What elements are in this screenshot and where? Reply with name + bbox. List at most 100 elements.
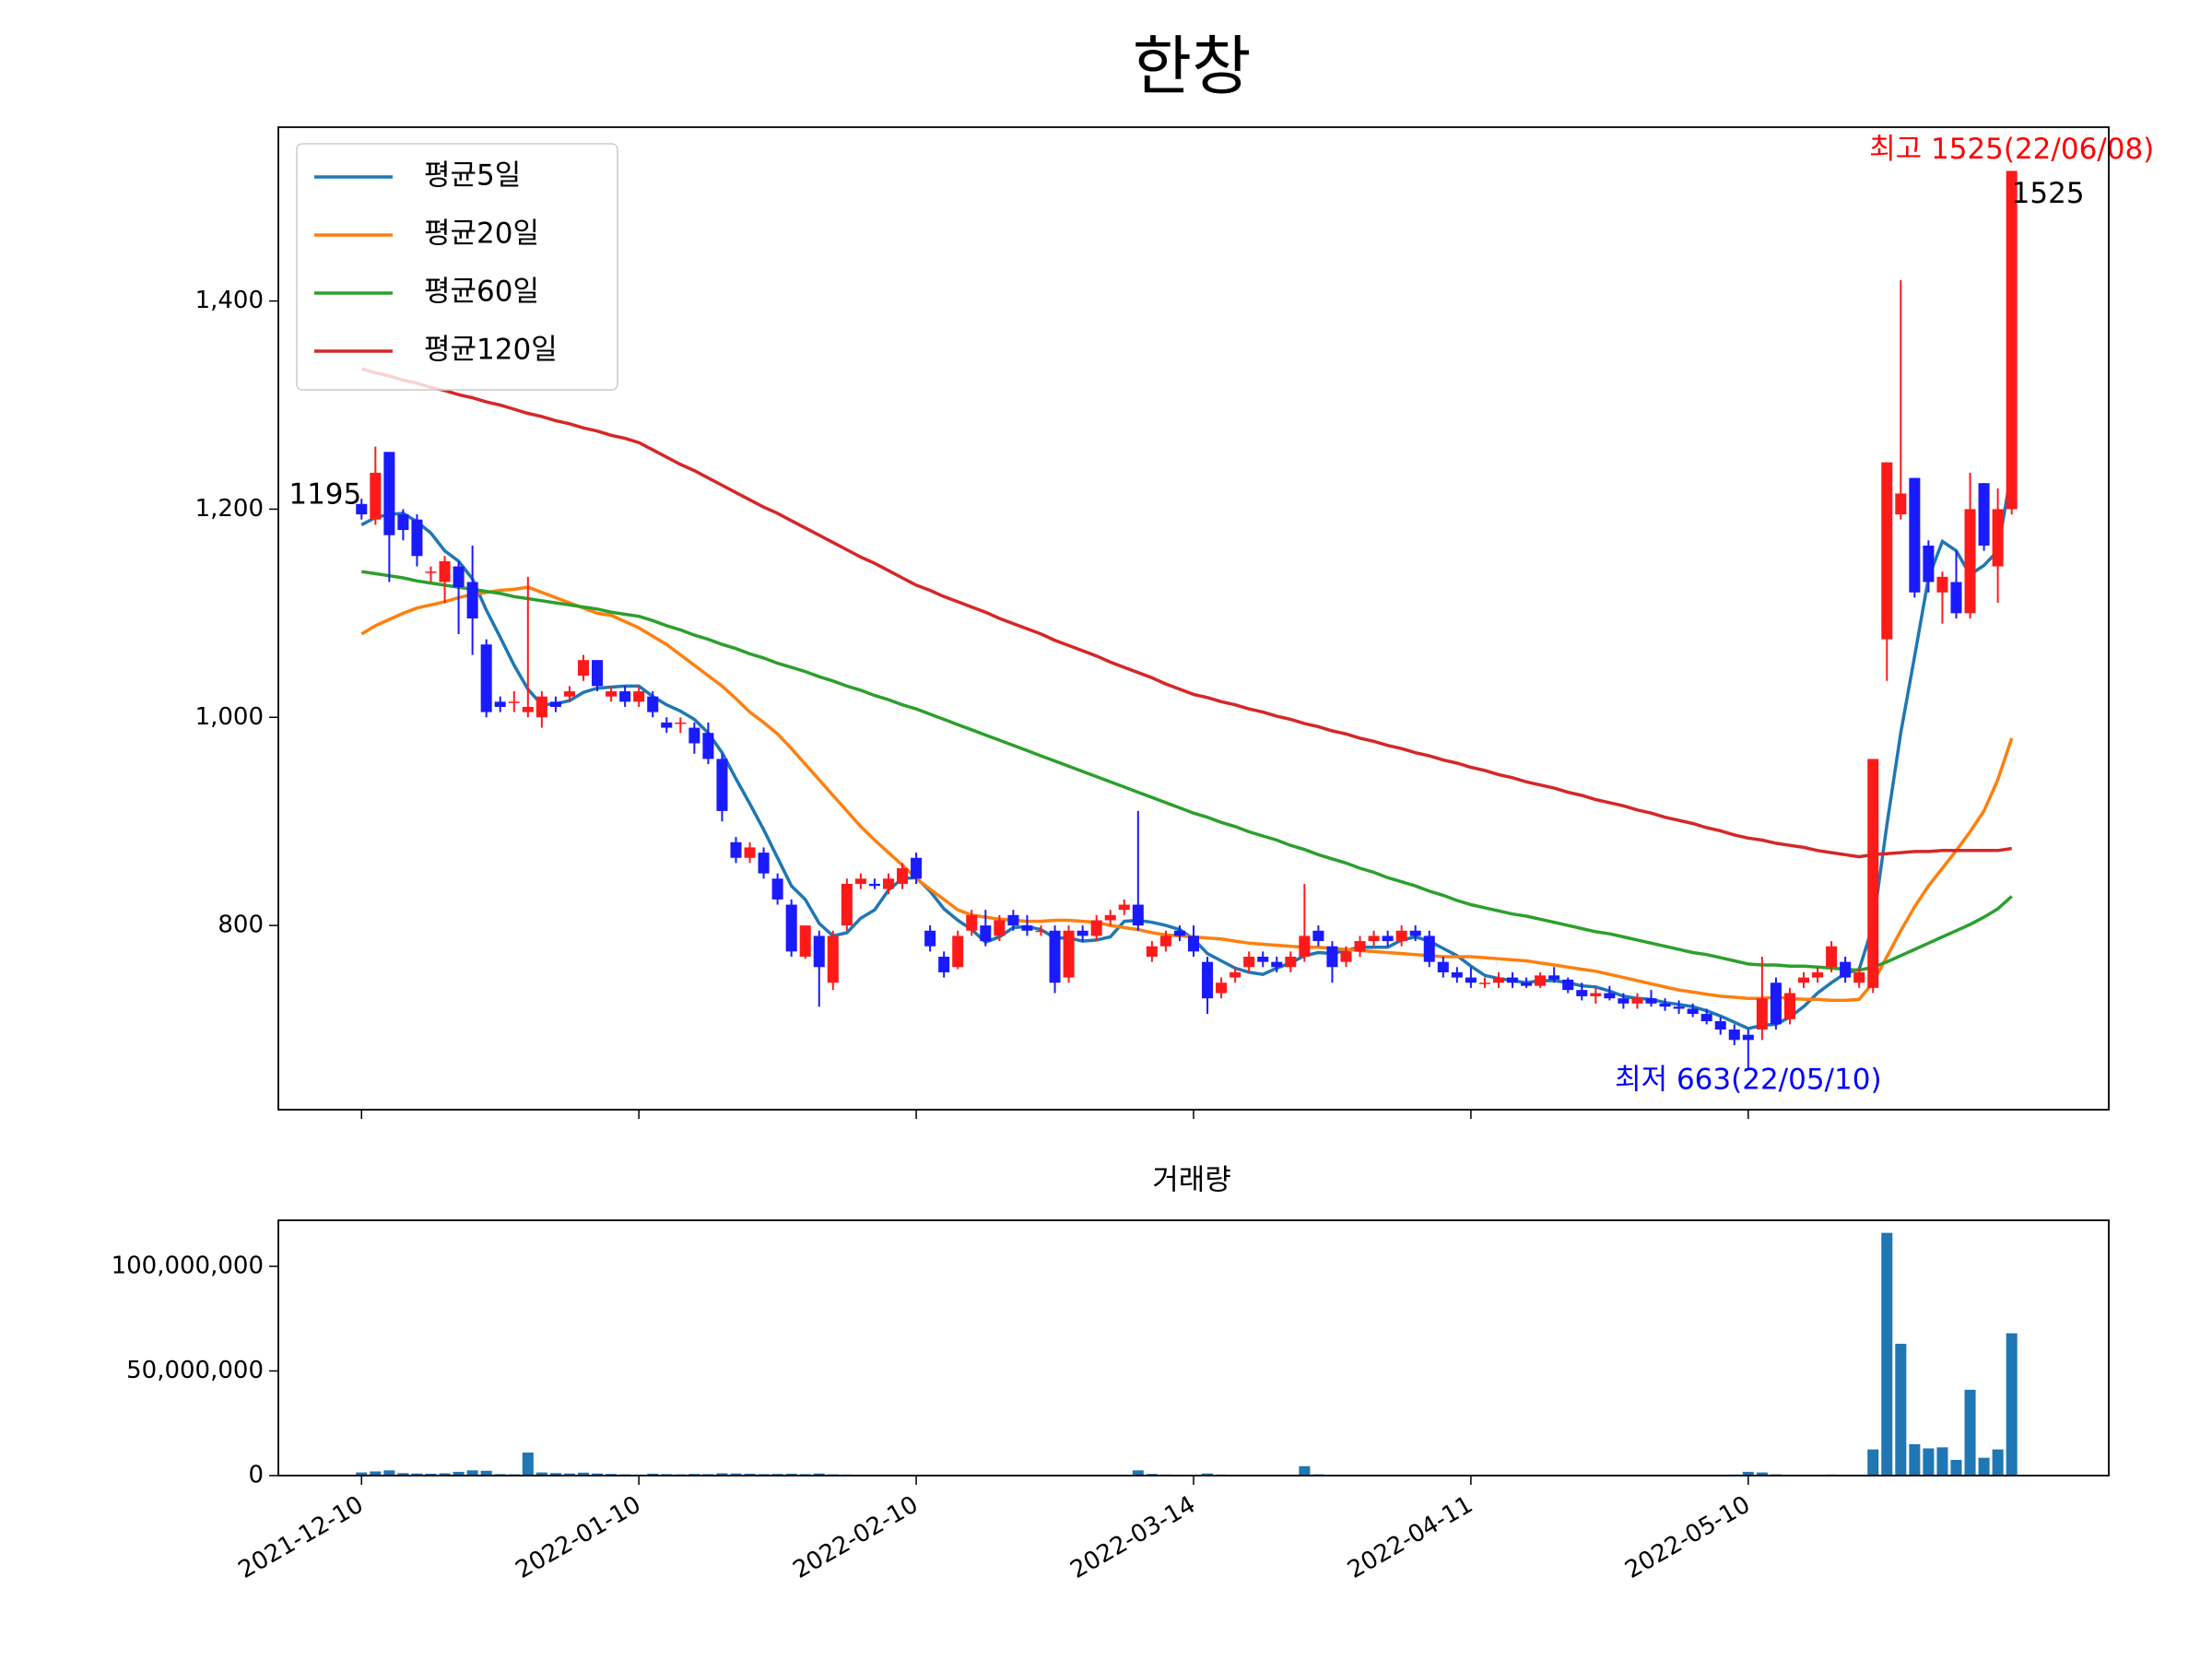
y-tick-label: 1,200 <box>195 495 264 523</box>
candle-body <box>1159 935 1171 947</box>
candle-body <box>1576 990 1588 996</box>
candle-body <box>1728 1030 1740 1041</box>
volume-bar <box>1992 1449 2004 1476</box>
volume-bar <box>1132 1470 1144 1476</box>
volume-bar <box>383 1470 395 1476</box>
legend-label: 평균5일 <box>424 159 521 193</box>
volume-bar <box>411 1473 423 1476</box>
volume-bar <box>577 1472 590 1476</box>
candle-body <box>466 582 478 618</box>
volume-bar <box>1867 1449 1879 1476</box>
volume-bar <box>1756 1472 1768 1476</box>
candle-body <box>1173 930 1185 936</box>
y-tick-label: 1,400 <box>195 287 264 314</box>
ma-line <box>360 367 2012 859</box>
candle-body <box>1063 930 1075 978</box>
candle-body <box>1659 1003 1671 1007</box>
candle-body <box>480 644 492 712</box>
candle-body <box>563 691 575 697</box>
candle-body <box>425 571 437 573</box>
candle-body <box>1409 930 1421 936</box>
volume-bar <box>1964 1389 1976 1476</box>
candle-body <box>370 472 382 520</box>
legend-label: 평균20일 <box>424 218 539 251</box>
candle-body <box>1562 979 1574 991</box>
candle-body <box>1118 904 1130 911</box>
volume-bar <box>716 1473 728 1476</box>
candle-body <box>439 560 451 582</box>
candle-body <box>606 691 618 697</box>
volume-bar <box>356 1472 368 1476</box>
candle-body <box>1507 977 1519 983</box>
volume-bar <box>1299 1465 1311 1476</box>
candle-body <box>897 868 909 884</box>
candle-body <box>1285 957 1297 968</box>
candle-body <box>1478 982 1490 984</box>
candle-body <box>966 914 978 931</box>
volume-bar <box>425 1473 437 1476</box>
candle-body <box>1812 971 1824 978</box>
volume-bar <box>522 1453 534 1476</box>
candle-body <box>592 660 604 687</box>
volume-bar <box>1978 1457 1990 1476</box>
volume-bar <box>563 1473 575 1476</box>
candle-body <box>1714 1021 1726 1030</box>
volume-bar <box>592 1473 604 1476</box>
candle-body <box>1673 1006 1685 1009</box>
candle-body <box>1437 961 1449 972</box>
candle-body <box>1742 1034 1754 1041</box>
first-close-label: 1195 <box>288 478 361 512</box>
volume-bar <box>813 1473 825 1476</box>
candle-body <box>1923 545 1935 582</box>
candle-body <box>675 722 687 724</box>
candle-body <box>1521 982 1533 986</box>
candle-body <box>1326 946 1338 968</box>
candle-body <box>854 878 866 884</box>
candle-body <box>1783 993 1795 1019</box>
candle-body <box>1867 759 1879 988</box>
candle-body <box>647 696 659 712</box>
candle-body <box>453 566 465 588</box>
candle-body <box>1826 946 1838 968</box>
candle-body <box>911 857 923 879</box>
candle-body <box>1090 920 1102 936</box>
candle-body <box>771 878 783 900</box>
volume-bar <box>688 1474 700 1476</box>
volume-bar <box>549 1473 561 1476</box>
candle-body <box>1548 975 1560 980</box>
candle-body <box>785 904 797 952</box>
y-tick-label: 0 <box>248 1462 264 1489</box>
candle-body <box>1146 946 1158 958</box>
volume-bar <box>1950 1459 1962 1476</box>
volume-bar <box>466 1470 478 1476</box>
volume-bar <box>744 1473 756 1476</box>
candle-body <box>1077 930 1088 936</box>
candle-body <box>494 701 506 707</box>
volume-bar <box>1202 1473 1214 1476</box>
volume-bar <box>439 1473 451 1476</box>
chart-title: 한창 <box>1133 29 1252 104</box>
candle-body <box>1700 1014 1712 1022</box>
min-annotation: 최저 663(22/05/10) <box>1615 1063 1881 1096</box>
ma-line <box>361 570 2013 972</box>
candle-body <box>1299 935 1311 958</box>
candle-body <box>1257 957 1269 962</box>
ma-line <box>360 469 2014 1030</box>
volume-bar <box>535 1472 547 1476</box>
candle-body <box>1035 930 1047 933</box>
candle-body <box>1354 941 1366 952</box>
candle-body <box>1423 935 1435 962</box>
candle-body <box>1992 509 2004 567</box>
candle-body <box>1645 998 1657 1004</box>
candle-body <box>1271 961 1283 968</box>
candle-body <box>1368 935 1380 942</box>
candle-body <box>744 847 756 858</box>
candle-body <box>1756 998 1768 1030</box>
volume-bar <box>606 1474 618 1476</box>
candle-body <box>619 691 631 702</box>
max-annotation: 최고 1525(22/06/08) <box>1869 133 2154 166</box>
volume-bar <box>1742 1471 1754 1476</box>
candle-body <box>1049 930 1061 983</box>
candle-body <box>1604 993 1616 999</box>
